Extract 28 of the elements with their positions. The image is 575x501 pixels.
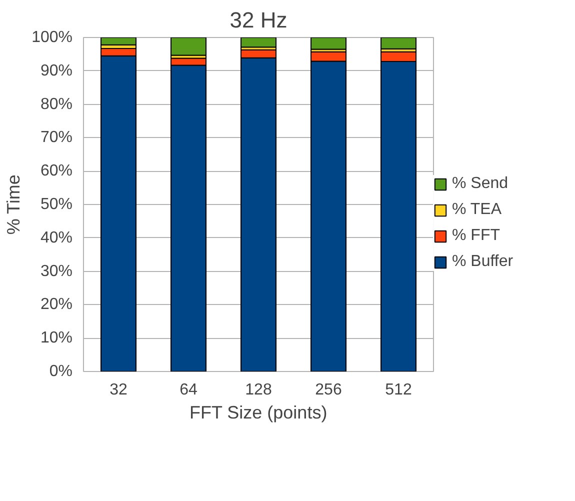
bar [240,38,276,48]
y-axis-title: % Time [4,174,24,235]
y-tick-label: 10% [40,330,73,347]
legend-label: % Send [452,175,510,193]
bar [170,38,206,56]
y-tick-label: 70% [40,129,73,146]
y-tick-label: 80% [40,96,73,113]
y-tick-label: 100% [32,29,72,46]
y-tick-label: 50% [40,196,73,213]
y-tick-label: 30% [40,262,73,280]
y-tick-label: 90% [40,62,73,80]
legend-label: % Buffer [452,253,514,271]
x-axis-title: FFT Size (points) [189,402,328,422]
y-tick-label: 60% [40,162,73,180]
bar [310,38,346,50]
x-tick-label: 64 [180,382,198,398]
x-tick-label: 512 [385,382,412,398]
y-tick-label: 20% [40,296,73,314]
x-tick-label: 128 [245,382,272,398]
y-tick-label: 0% [49,363,72,380]
bar [100,38,136,46]
bar [380,38,416,50]
y-tick-label: 40% [40,229,73,246]
x-tick-label: 256 [315,382,342,398]
chart-title: 32 Hz [230,8,288,32]
legend-label: % TEA [452,201,502,219]
legend-label: % FFT [452,227,501,245]
x-tick-label: 32 [110,382,128,398]
